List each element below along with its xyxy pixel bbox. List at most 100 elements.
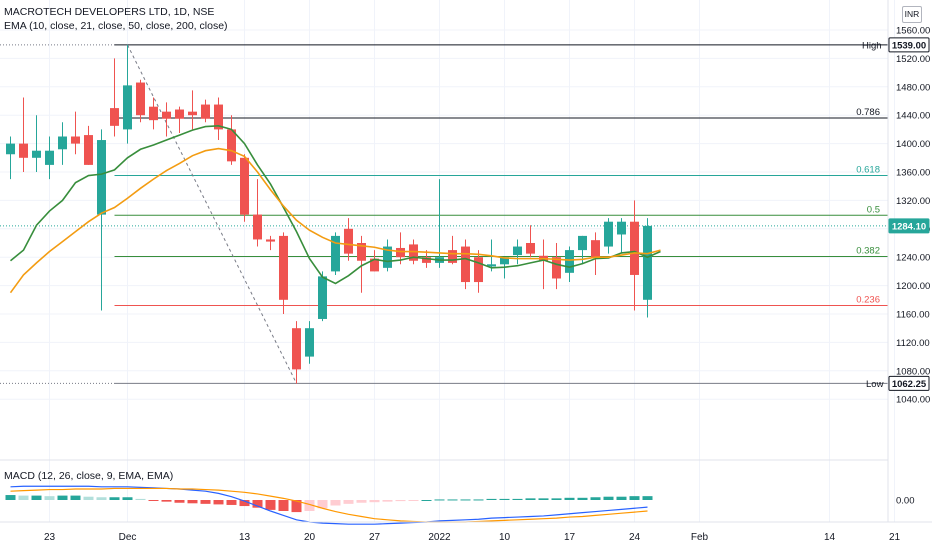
- candle-body: [84, 135, 93, 165]
- macd-histogram-bar: [603, 496, 614, 500]
- macd-histogram-bar: [265, 500, 276, 510]
- candle-body: [19, 143, 28, 158]
- candle-body: [513, 246, 522, 256]
- fib-level-label: 0.786: [856, 107, 880, 118]
- last-price-badge-box: [888, 218, 930, 234]
- high-price-badge: 1539.00: [892, 40, 926, 51]
- candle-body: [357, 243, 366, 261]
- macd-histogram-bar: [317, 500, 328, 509]
- time-tick-label: 2022: [428, 532, 451, 543]
- macd-histogram-bar: [291, 500, 302, 513]
- macd-histogram-bar: [304, 500, 315, 511]
- macd-histogram-bar: [564, 497, 575, 500]
- macd-histogram-bar: [356, 500, 367, 503]
- currency-badge[interactable]: INR: [902, 6, 922, 23]
- macd-histogram-bar: [70, 495, 81, 500]
- macd-histogram-bar: [343, 500, 354, 504]
- candle-body: [643, 225, 652, 300]
- macd-histogram-bar: [174, 500, 185, 503]
- macd-histogram-bar: [252, 500, 263, 508]
- time-tick-label: Dec: [119, 532, 137, 543]
- low-price-badge: 1062.25: [892, 379, 927, 390]
- candle-body: [565, 250, 574, 273]
- time-tick-label: 20: [304, 532, 316, 543]
- candle-body: [630, 221, 639, 275]
- macd-histogram-bar: [395, 500, 406, 502]
- high-label: High: [862, 40, 882, 51]
- low-price-badge-box: [888, 375, 930, 391]
- macd-histogram-bar: [499, 498, 510, 500]
- price-tick-label: 1440.00: [896, 111, 930, 122]
- macd-histogram-bar: [408, 500, 419, 501]
- time-tick-label: 13: [239, 532, 251, 543]
- candle-body: [123, 85, 132, 130]
- candle-body: [266, 239, 275, 242]
- candle-body: [500, 257, 509, 265]
- macd-histogram-bar: [278, 500, 289, 511]
- time-tick-label: 27: [369, 532, 381, 543]
- candle-body: [448, 250, 457, 263]
- macd-histogram-bar: [200, 500, 211, 504]
- fib-level-label: 0.618: [856, 165, 880, 176]
- macd-histogram-bar: [161, 500, 172, 502]
- last-price-badge: 1284.10: [892, 221, 926, 232]
- candle-body: [487, 264, 496, 267]
- price-tick-label: 1160.00: [896, 310, 930, 321]
- macd-histogram-bar: [135, 498, 146, 500]
- price-tick-label: 1520.00: [896, 54, 930, 65]
- price-tick-label: 1080.00: [896, 366, 930, 377]
- macd-histogram-bar: [421, 500, 432, 501]
- candle-body: [110, 108, 119, 126]
- candle-body: [6, 143, 15, 155]
- candle-body: [240, 157, 249, 215]
- macd-histogram-bar: [525, 498, 536, 500]
- price-tick-label: 1240.00: [896, 253, 930, 264]
- macd-histogram-bar: [5, 495, 16, 500]
- candle-body: [422, 257, 431, 263]
- candle-body: [383, 246, 392, 268]
- macd-histogram-bar: [486, 498, 497, 500]
- price-tick-label: 1360.00: [896, 168, 930, 179]
- candle-body: [578, 235, 587, 251]
- macd-histogram-bar: [382, 500, 393, 502]
- macd-histogram-bar: [512, 498, 523, 500]
- macd-histogram-bar: [57, 495, 68, 500]
- price-tick-label: 1200.00: [896, 281, 930, 292]
- signal-line: [10, 487, 648, 523]
- candle-body: [396, 247, 405, 258]
- ema-indicator-label[interactable]: EMA (10, close, 21, close, 50, close, 20…: [4, 20, 228, 32]
- candle-body: [344, 228, 353, 254]
- candle-body: [279, 235, 288, 300]
- price-tick-label: 1560.00: [896, 26, 930, 37]
- macd-pane: [5, 485, 653, 525]
- time-tick-label: 10: [499, 532, 511, 543]
- macd-histogram-bar: [642, 496, 653, 500]
- macd-histogram-bar: [330, 500, 341, 506]
- fib-level-label: 0.382: [856, 245, 880, 256]
- candles[interactable]: [6, 44, 652, 384]
- macd-histogram-bar: [538, 498, 549, 500]
- candle-body: [32, 150, 41, 158]
- macd-histogram-bar: [226, 500, 237, 505]
- candle-body: [370, 258, 379, 272]
- macd-histogram-bar: [590, 497, 601, 500]
- chart-title: MACROTECH DEVELOPERS LTD, 1D, NSE: [4, 6, 215, 18]
- macd-histogram-bar: [187, 500, 198, 504]
- candle-body: [149, 106, 158, 121]
- macd-histogram-bar: [31, 495, 42, 500]
- fib-level-label: 0.5: [867, 204, 880, 215]
- ema-lines: [9, 125, 661, 294]
- macd-histogram-bar: [629, 496, 640, 500]
- candle-body: [253, 214, 262, 240]
- macd-histogram-bar: [109, 497, 120, 500]
- macd-histogram-bar: [460, 499, 471, 501]
- candle-body: [305, 328, 314, 357]
- price-tick-label: 1320.00: [896, 196, 930, 207]
- candle-body: [552, 257, 561, 279]
- macd-zero-label: 0.00: [896, 496, 915, 507]
- macd-histogram-bar: [148, 500, 159, 501]
- candle-body: [175, 109, 184, 119]
- macd-indicator-label[interactable]: MACD (12, 26, close, 9, EMA, EMA): [4, 470, 174, 482]
